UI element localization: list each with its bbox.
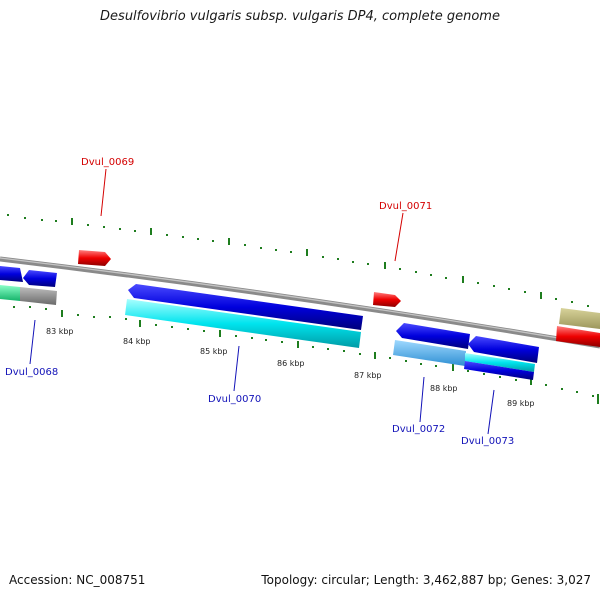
leader-dvul-0069 [100, 168, 107, 217]
leader-dvul-0073 [487, 389, 495, 435]
scale-label-84-kbp: 84 kbp [123, 337, 151, 346]
genome-summary-label: Topology: circular; Length: 3,462,887 bp… [261, 573, 591, 587]
gene-label-dvul-0071[interactable]: Dvul_0071 [379, 201, 432, 212]
scale-label-87-kbp: 87 kbp [354, 371, 382, 380]
scale-label-86-kbp: 86 kbp [277, 359, 305, 368]
accession-label: Accession: NC_008751 [9, 573, 146, 587]
gene-label-dvul-0068[interactable]: Dvul_0068 [5, 367, 58, 378]
scale-label-85-kbp: 85 kbp [200, 347, 228, 356]
gene-product-dvul-0070[interactable] [125, 299, 361, 348]
gene-label-dvul-0069[interactable]: Dvul_0069 [81, 157, 134, 168]
scale-label-89-kbp: 89 kbp [507, 399, 535, 408]
genome-backbone-highlight [0, 257, 600, 346]
gene-arrow-right-edge-red[interactable] [556, 326, 600, 347]
gene-product-dvul-0068[interactable] [20, 287, 57, 305]
scale-label-88-kbp: 88 kbp [430, 384, 458, 393]
leader-dvul-0071 [394, 212, 404, 262]
gene-label-dvul-0070[interactable]: Dvul_0070 [208, 394, 261, 405]
gene-product-dvul-0072[interactable] [393, 340, 466, 366]
map-title: Desulfovibrio vulgaris subsp. vulgaris D… [100, 9, 500, 24]
leader-dvul-0070 [233, 345, 240, 392]
gene-arrow-dvul-0068[interactable] [23, 270, 57, 287]
gene-strip-dvul-0073[interactable] [464, 361, 534, 380]
gene-label-dvul-0072[interactable]: Dvul_0072 [392, 424, 445, 435]
gene-arrow-dvul-0069[interactable] [78, 250, 111, 266]
gene-product-left-edge-green[interactable] [0, 285, 20, 301]
scale-label-83-kbp: 83 kbp [46, 327, 74, 336]
gene-product-dvul-0073[interactable] [465, 353, 535, 372]
gene-block-right-edge-olive[interactable] [559, 308, 600, 329]
genome-backbone [0, 256, 600, 349]
inner-tick-ring [13, 306, 599, 404]
outer-tick-ring [7, 214, 589, 307]
gene-arrow-dvul-0070[interactable] [128, 284, 363, 330]
leader-dvul-0068 [29, 319, 36, 365]
leader-dvul-0072 [419, 376, 425, 423]
gene-arrow-left-edge-blue-1[interactable] [0, 266, 23, 282]
gene-label-dvul-0073[interactable]: Dvul_0073 [461, 436, 514, 447]
gene-arrow-dvul-0071[interactable] [373, 292, 401, 307]
gene-arrow-dvul-0073[interactable] [468, 336, 539, 363]
gene-arrow-dvul-0072[interactable] [396, 323, 470, 349]
